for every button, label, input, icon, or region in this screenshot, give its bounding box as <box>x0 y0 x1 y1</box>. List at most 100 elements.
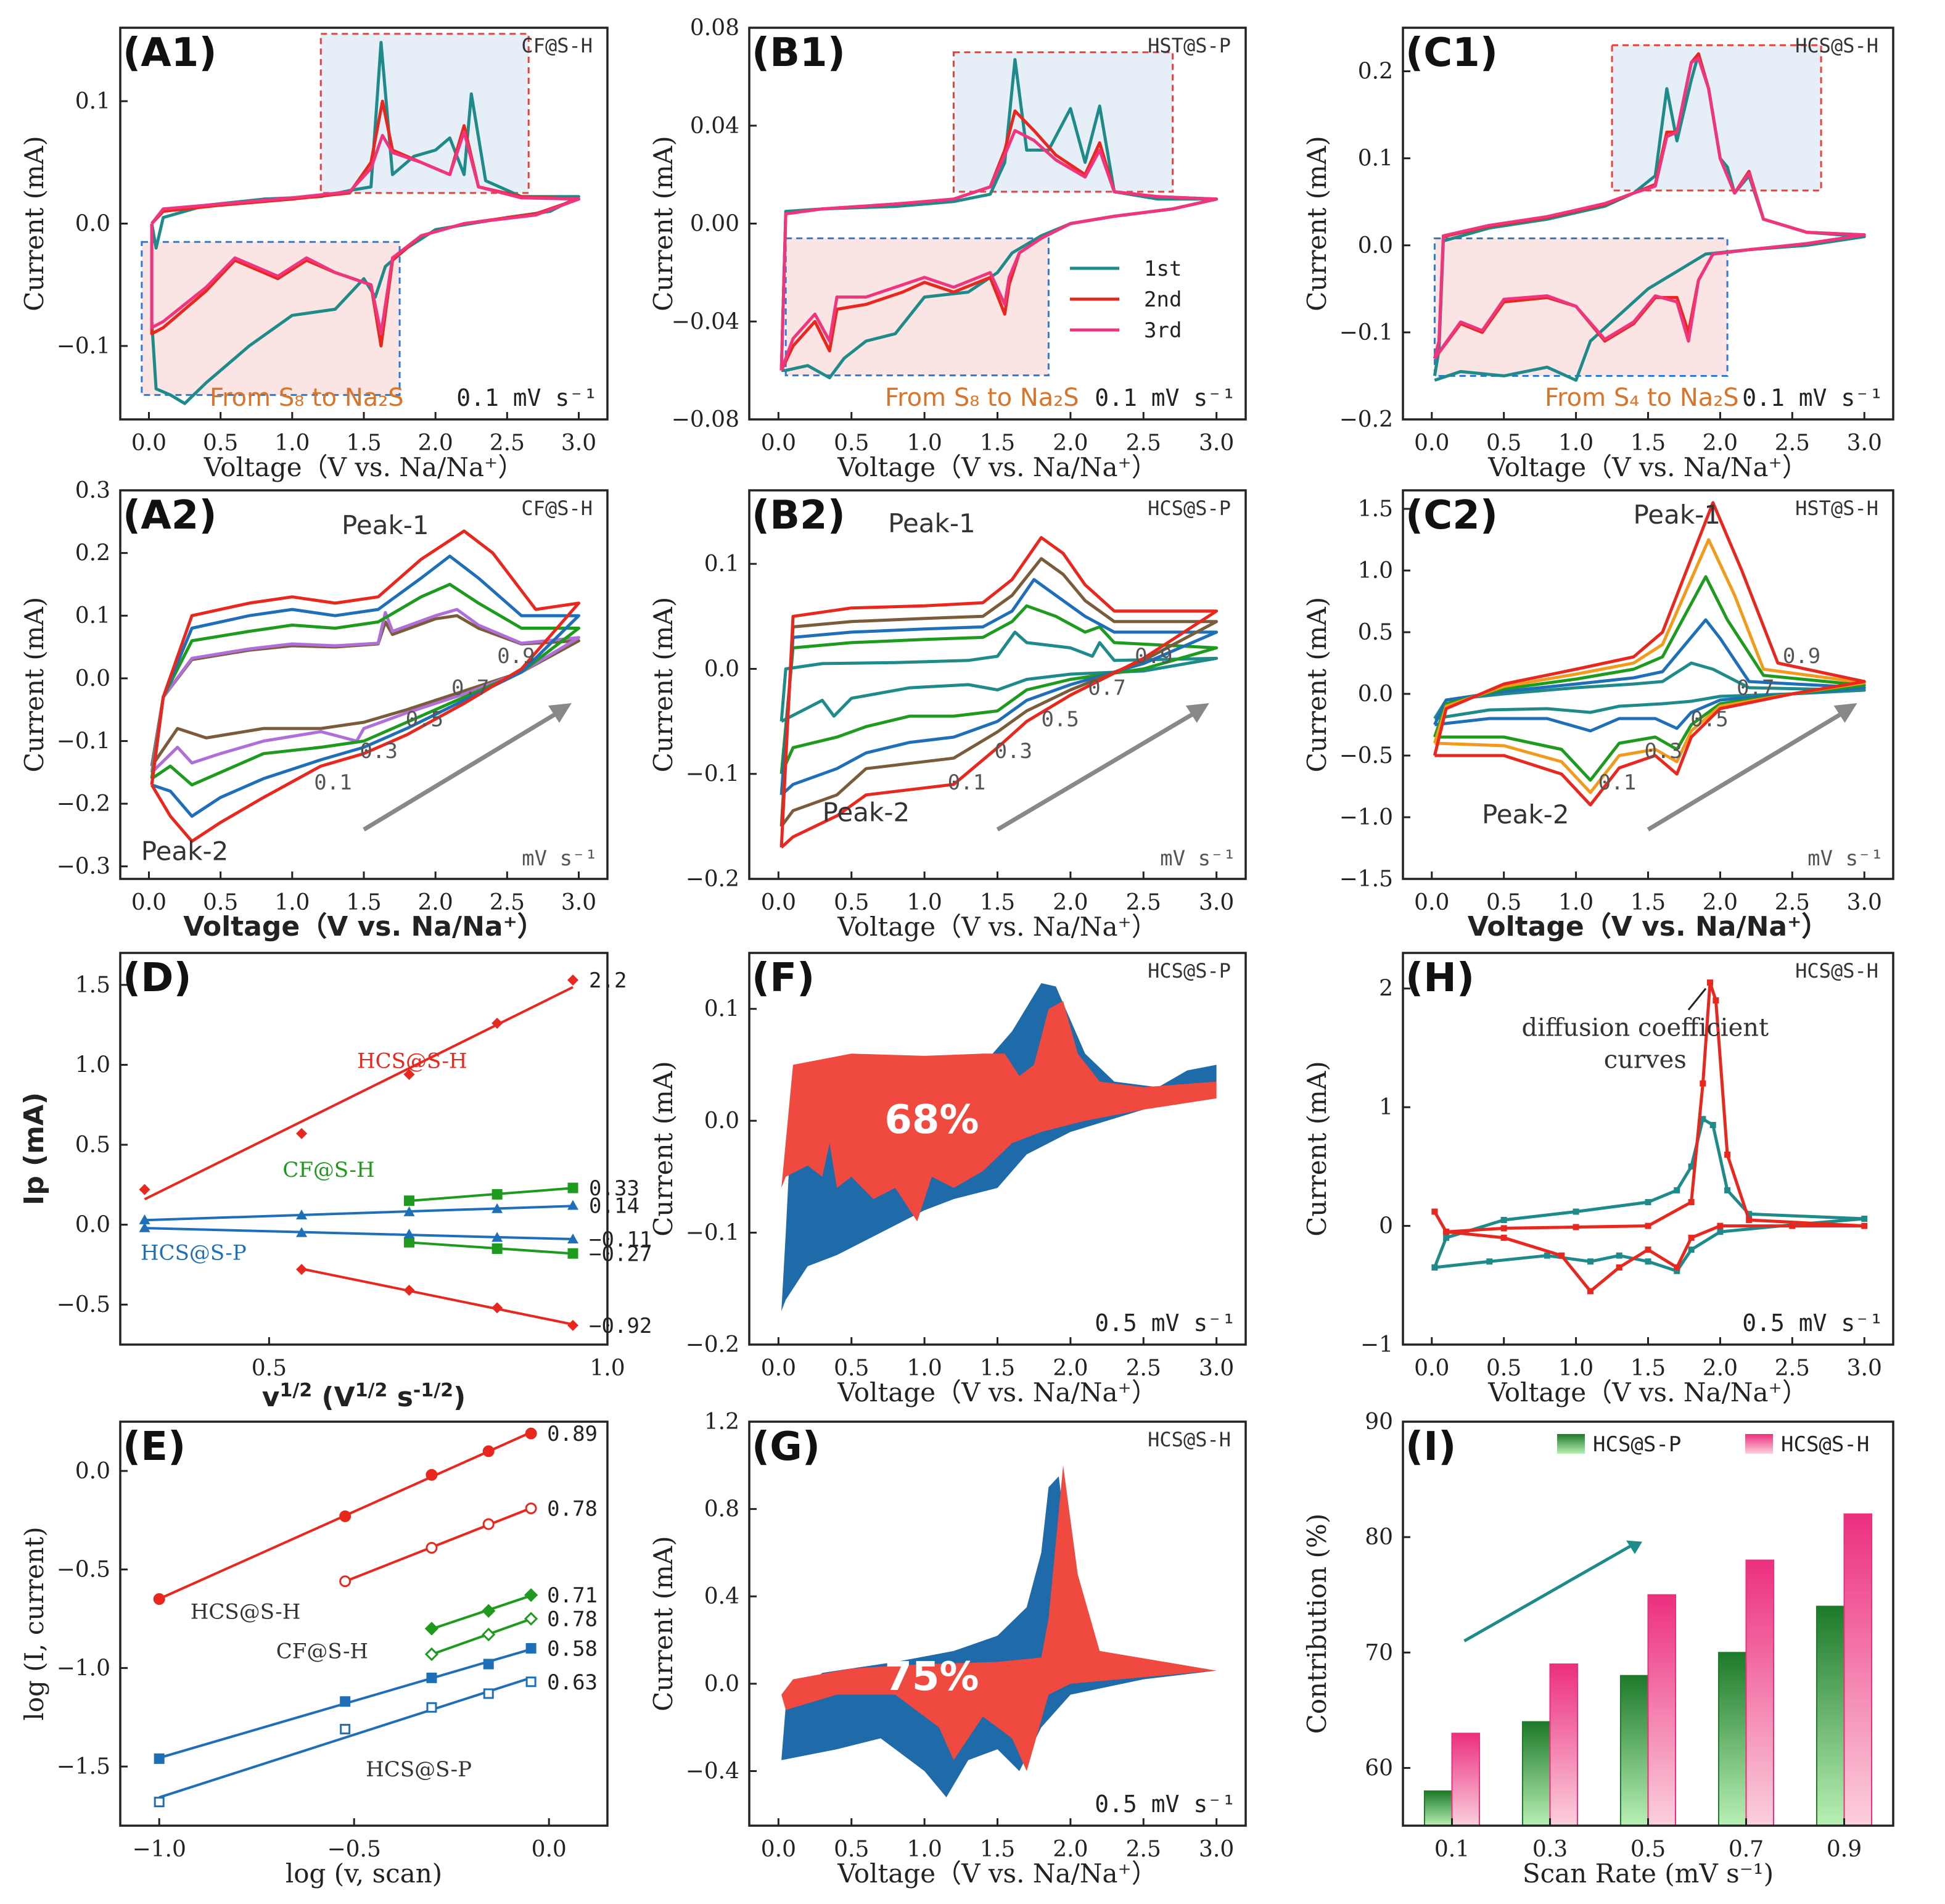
data-marker <box>1544 1252 1550 1259</box>
data-marker <box>1500 1234 1507 1241</box>
data-marker <box>1688 1247 1695 1253</box>
scan-rate-arrow <box>1647 706 1852 832</box>
x-tick-label: 0.5 <box>834 431 869 456</box>
y-tick-label: 0.0 <box>1358 233 1393 258</box>
y-tick-label: −0.1 <box>686 762 739 787</box>
data-point <box>567 1182 578 1193</box>
y-tick-label: 1.5 <box>1358 497 1393 522</box>
x-tick-label: 0.5 <box>834 1356 869 1381</box>
x-tick-label: 2.5 <box>1126 1837 1161 1862</box>
data-point <box>339 1510 352 1522</box>
panel-A2: 0.0 0.5 1.0 1.5 2.0 2.5 3.0 −0.3 −0.2 −0.1 0.0 0.1 0… <box>19 478 609 942</box>
x-tick-label: 0.5 <box>834 890 869 915</box>
x-tick-label: 0.0 <box>131 431 167 456</box>
sample-name: HCS@S-H <box>1795 959 1878 983</box>
series-line <box>779 578 1219 796</box>
data-point <box>403 1284 415 1296</box>
y-tick-label: 0.0 <box>704 1671 739 1697</box>
x-tick-label: 1.5 <box>1630 431 1666 456</box>
x-tick-label: 2.0 <box>418 890 453 915</box>
y-tick-label: −1.5 <box>1339 867 1393 892</box>
y-tick-label: 0.1 <box>75 89 110 114</box>
bar <box>1521 1721 1551 1827</box>
data-point <box>524 1612 538 1626</box>
x-tick-label: 0.0 <box>1414 431 1449 456</box>
x-tick-label: 3.0 <box>1199 1356 1234 1381</box>
x-tick-label: 0.5 <box>1630 1837 1666 1862</box>
x-tick-label: 2.5 <box>1126 1356 1161 1381</box>
x-tick-label: 0.5 <box>1486 890 1521 915</box>
x-tick-label: 2.0 <box>1703 1356 1738 1381</box>
x-tick-label: 0.9 <box>1827 1837 1862 1862</box>
series-label: CF@S-H <box>282 1158 374 1182</box>
x-axis-title: Voltage（V vs. Na/Na⁺） <box>837 1858 1157 1889</box>
data-point <box>296 1227 308 1237</box>
capacitive-area <box>781 1001 1217 1222</box>
trend-arrow-head <box>1626 1540 1642 1554</box>
slope-label: −0.92 <box>589 1314 652 1338</box>
y-tick-label: 2 <box>1379 976 1393 1002</box>
plot-frame <box>1402 489 1894 880</box>
data-marker <box>1431 1208 1438 1215</box>
y-tick-label: −0.5 <box>1339 743 1393 769</box>
fit-line <box>409 1187 574 1202</box>
series-line <box>150 614 580 767</box>
data-marker <box>1645 1258 1651 1265</box>
sample-name: HCS@S-P <box>1148 497 1231 520</box>
scan-rate-value: 0.3 <box>1645 739 1682 764</box>
sample-name: CF@S-H <box>521 34 593 57</box>
x-axis-title: Voltage（V vs. Na/Na⁺） <box>837 1377 1157 1407</box>
reduction-region-box <box>141 241 401 396</box>
x-tick-label: 1.5 <box>980 1356 1015 1381</box>
slope-label: −0.27 <box>589 1242 652 1266</box>
data-marker <box>1861 1222 1868 1229</box>
y-axis-title: Ip (mA) <box>19 1092 50 1205</box>
panel-label: (H) <box>1405 955 1474 1001</box>
data-point <box>482 1445 495 1457</box>
data-point <box>483 1688 494 1699</box>
x-tick-label: 3.0 <box>561 890 596 915</box>
y-tick-label: 0 <box>1379 1214 1393 1239</box>
y-tick-label: 0.1 <box>1358 146 1393 171</box>
panel-G: 75% 0.0 0.5 1.0 1.5 2.0 2.5 3.0 −0.4 0.0 0.4 0.8 1.2… <box>648 1409 1247 1889</box>
series-label: HCS@S-H <box>357 1049 467 1074</box>
slope-label: 0.89 <box>547 1422 598 1446</box>
data-marker <box>1688 1199 1695 1206</box>
panel-label: (A1) <box>123 30 217 76</box>
data-marker <box>1724 1187 1731 1193</box>
legend-swatch <box>1557 1434 1585 1454</box>
data-point <box>491 1189 503 1200</box>
data-point <box>482 1627 496 1642</box>
x-tick-label: 0.1 <box>1434 1837 1470 1862</box>
scan-rate-value: 0.7 <box>451 675 489 700</box>
data-marker <box>1746 1216 1753 1223</box>
y-tick-label: 60 <box>1365 1755 1393 1781</box>
data-marker <box>1645 1222 1651 1229</box>
x-axis-title-part: 1/2 <box>279 1380 312 1401</box>
data-marker <box>1674 1264 1680 1271</box>
x-tick-label: −0.5 <box>327 1837 380 1862</box>
peak-1-label: Peak-1 <box>888 508 976 538</box>
data-marker <box>1558 1252 1565 1259</box>
peak-2-label: Peak-2 <box>823 797 910 827</box>
sample-name: HST@S-H <box>1795 497 1878 520</box>
slope-label: −0.11 <box>589 1227 652 1252</box>
slope-label: 0.58 <box>547 1636 598 1661</box>
sample-name: HCS@S-P <box>1148 959 1231 983</box>
x-axis-title: Voltage（V vs. Na/Na⁺） <box>204 452 524 482</box>
fit-line <box>409 1241 574 1255</box>
panel-F: 68% 0.0 0.5 1.0 1.5 2.0 2.5 3.0 −0.2 −0.1 0.0 0.1 Vo… <box>648 952 1247 1407</box>
slope-label: 0.63 <box>547 1670 598 1695</box>
data-marker <box>1573 1224 1579 1230</box>
y-tick-label: 0.0 <box>75 666 110 691</box>
data-marker <box>1486 1258 1493 1265</box>
x-tick-label: 1.5 <box>980 1837 1015 1862</box>
x-tick-label: 1.0 <box>907 1356 942 1381</box>
legend-label: 3rd <box>1144 318 1182 343</box>
x-tick-label: 0.5 <box>203 431 238 456</box>
y-tick-label: −0.1 <box>57 334 110 359</box>
data-marker <box>1746 1211 1753 1218</box>
x-tick-label: 1.0 <box>907 890 942 915</box>
panel-label: (G) <box>752 1424 820 1470</box>
annotation-line-1: diffusion coefficient <box>1522 1014 1769 1042</box>
